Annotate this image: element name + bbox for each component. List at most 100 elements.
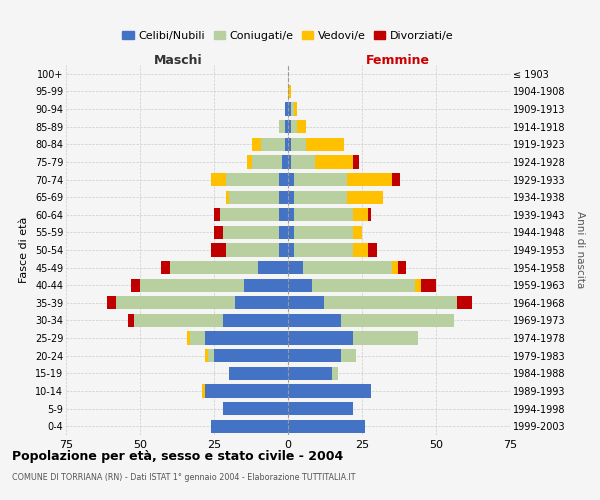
Bar: [190, 332, 205, 344]
Bar: [116, 296, 235, 310]
Bar: [223, 314, 288, 327]
Bar: [288, 402, 353, 415]
Bar: [288, 120, 291, 134]
Bar: [288, 244, 294, 256]
Bar: [279, 190, 288, 204]
Bar: [323, 296, 457, 310]
Bar: [353, 156, 359, 168]
Bar: [294, 208, 353, 222]
Bar: [229, 190, 279, 204]
Bar: [288, 102, 291, 116]
Bar: [235, 296, 288, 310]
Bar: [288, 278, 311, 292]
Bar: [202, 384, 205, 398]
Bar: [140, 278, 244, 292]
Bar: [161, 261, 170, 274]
Bar: [211, 173, 226, 186]
Bar: [279, 208, 288, 222]
Bar: [294, 190, 347, 204]
Bar: [332, 366, 338, 380]
Bar: [279, 226, 288, 239]
Bar: [220, 208, 279, 222]
Bar: [288, 190, 294, 204]
Bar: [294, 244, 353, 256]
Bar: [291, 156, 314, 168]
Bar: [294, 173, 347, 186]
Bar: [314, 156, 353, 168]
Bar: [288, 156, 291, 168]
Bar: [253, 138, 262, 151]
Bar: [205, 332, 288, 344]
Bar: [285, 138, 288, 151]
Bar: [288, 314, 341, 327]
Bar: [288, 349, 341, 362]
Bar: [211, 244, 226, 256]
Bar: [291, 120, 297, 134]
Bar: [223, 402, 288, 415]
Bar: [279, 244, 288, 256]
Bar: [311, 278, 415, 292]
Bar: [214, 226, 223, 239]
Bar: [285, 120, 288, 134]
Legend: Celibi/Nubili, Coniugati/e, Vedovi/e, Divorziati/e: Celibi/Nubili, Coniugati/e, Vedovi/e, Di…: [118, 26, 458, 45]
Bar: [306, 138, 344, 151]
Bar: [205, 349, 208, 362]
Bar: [131, 278, 140, 292]
Bar: [353, 226, 362, 239]
Bar: [170, 261, 259, 274]
Bar: [262, 138, 285, 151]
Bar: [223, 226, 279, 239]
Bar: [226, 244, 279, 256]
Text: Femmine: Femmine: [365, 54, 430, 67]
Bar: [282, 156, 288, 168]
Bar: [347, 173, 392, 186]
Text: COMUNE DI TORRIANA (RN) - Dati ISTAT 1° gennaio 2004 - Elaborazione TUTTITALIA.I: COMUNE DI TORRIANA (RN) - Dati ISTAT 1° …: [12, 472, 355, 482]
Bar: [288, 366, 332, 380]
Bar: [229, 366, 288, 380]
Bar: [288, 226, 294, 239]
Bar: [187, 332, 190, 344]
Text: Popolazione per età, sesso e stato civile - 2004: Popolazione per età, sesso e stato civil…: [12, 450, 343, 463]
Bar: [392, 261, 398, 274]
Bar: [214, 349, 288, 362]
Bar: [291, 102, 294, 116]
Bar: [288, 420, 365, 433]
Bar: [205, 384, 288, 398]
Bar: [353, 208, 368, 222]
Bar: [368, 244, 377, 256]
Bar: [211, 420, 288, 433]
Bar: [288, 85, 291, 98]
Bar: [303, 261, 392, 274]
Bar: [421, 278, 436, 292]
Bar: [259, 261, 288, 274]
Bar: [415, 278, 421, 292]
Bar: [288, 208, 294, 222]
Bar: [288, 296, 323, 310]
Bar: [226, 190, 229, 204]
Bar: [341, 314, 454, 327]
Bar: [128, 314, 134, 327]
Bar: [457, 296, 472, 310]
Bar: [288, 332, 353, 344]
Bar: [244, 278, 288, 292]
Bar: [134, 314, 223, 327]
Bar: [253, 156, 282, 168]
Bar: [288, 261, 303, 274]
Bar: [353, 332, 418, 344]
Bar: [279, 120, 285, 134]
Bar: [347, 190, 383, 204]
Bar: [288, 173, 294, 186]
Bar: [214, 208, 220, 222]
Bar: [341, 349, 356, 362]
Bar: [247, 156, 253, 168]
Bar: [279, 173, 288, 186]
Bar: [297, 120, 306, 134]
Y-axis label: Fasce di età: Fasce di età: [19, 217, 29, 283]
Bar: [288, 384, 371, 398]
Bar: [285, 102, 288, 116]
Bar: [398, 261, 406, 274]
Bar: [288, 138, 291, 151]
Bar: [353, 244, 368, 256]
Y-axis label: Anni di nascita: Anni di nascita: [575, 212, 585, 288]
Bar: [107, 296, 116, 310]
